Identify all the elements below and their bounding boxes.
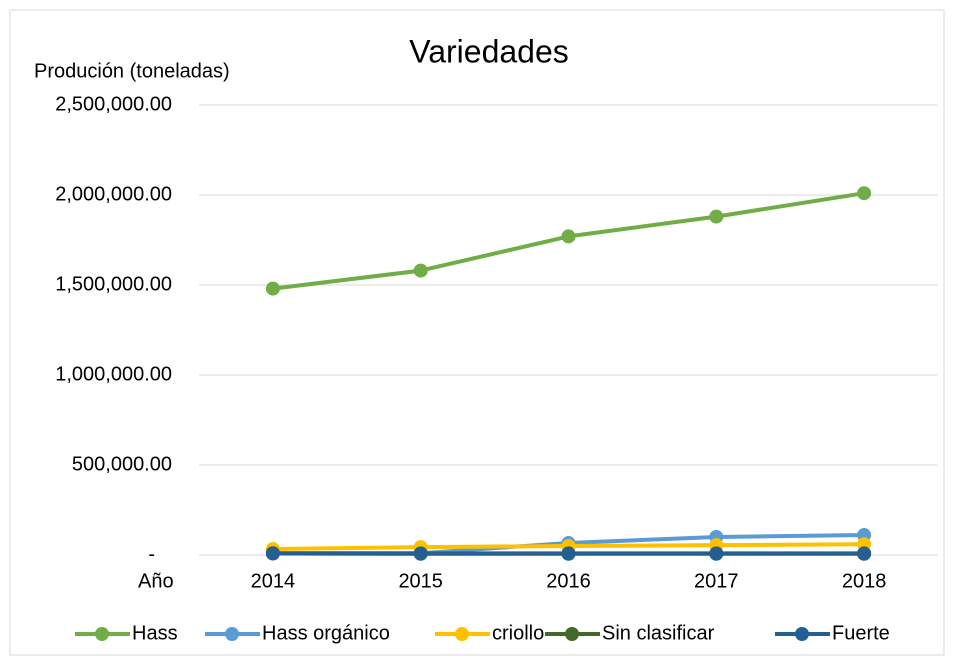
legend-marker xyxy=(795,627,809,641)
point xyxy=(709,210,723,224)
legend-label: Sin clasificar xyxy=(602,622,715,644)
legend-label: Hass orgánico xyxy=(262,622,390,644)
x-tick-label: 2016 xyxy=(546,570,591,592)
legend-marker xyxy=(95,627,109,641)
y-tick-label: 2,000,000.00 xyxy=(55,183,172,205)
x-tick-label: 2017 xyxy=(694,570,739,592)
point xyxy=(562,229,576,243)
chart-title: Variedades xyxy=(409,33,569,69)
legend-label: criollo xyxy=(492,622,544,644)
legend-marker xyxy=(565,627,579,641)
point xyxy=(266,547,280,561)
legend-marker xyxy=(455,627,469,641)
y-tick-label: 2,500,000.00 xyxy=(55,93,172,115)
legend-label: Hass xyxy=(132,622,178,644)
legend-label: Fuerte xyxy=(832,622,890,644)
x-tick-label: 2015 xyxy=(398,570,443,592)
point xyxy=(857,186,871,200)
y-tick-label: 1,000,000.00 xyxy=(55,363,172,385)
y-tick-label: 1,500,000.00 xyxy=(55,273,172,295)
y-axis-label: Produción (toneladas) xyxy=(34,60,230,82)
x-axis-label: Año xyxy=(138,570,174,592)
point xyxy=(709,547,723,561)
y-tick-label: 500,000.00 xyxy=(72,453,172,475)
x-tick-label: 2014 xyxy=(251,570,296,592)
point xyxy=(414,264,428,278)
x-tick-label: 2018 xyxy=(842,570,887,592)
legend-marker xyxy=(225,627,239,641)
point xyxy=(414,547,428,561)
y-tick-label: - xyxy=(148,543,155,565)
point xyxy=(857,547,871,561)
point xyxy=(562,547,576,561)
point xyxy=(266,282,280,296)
